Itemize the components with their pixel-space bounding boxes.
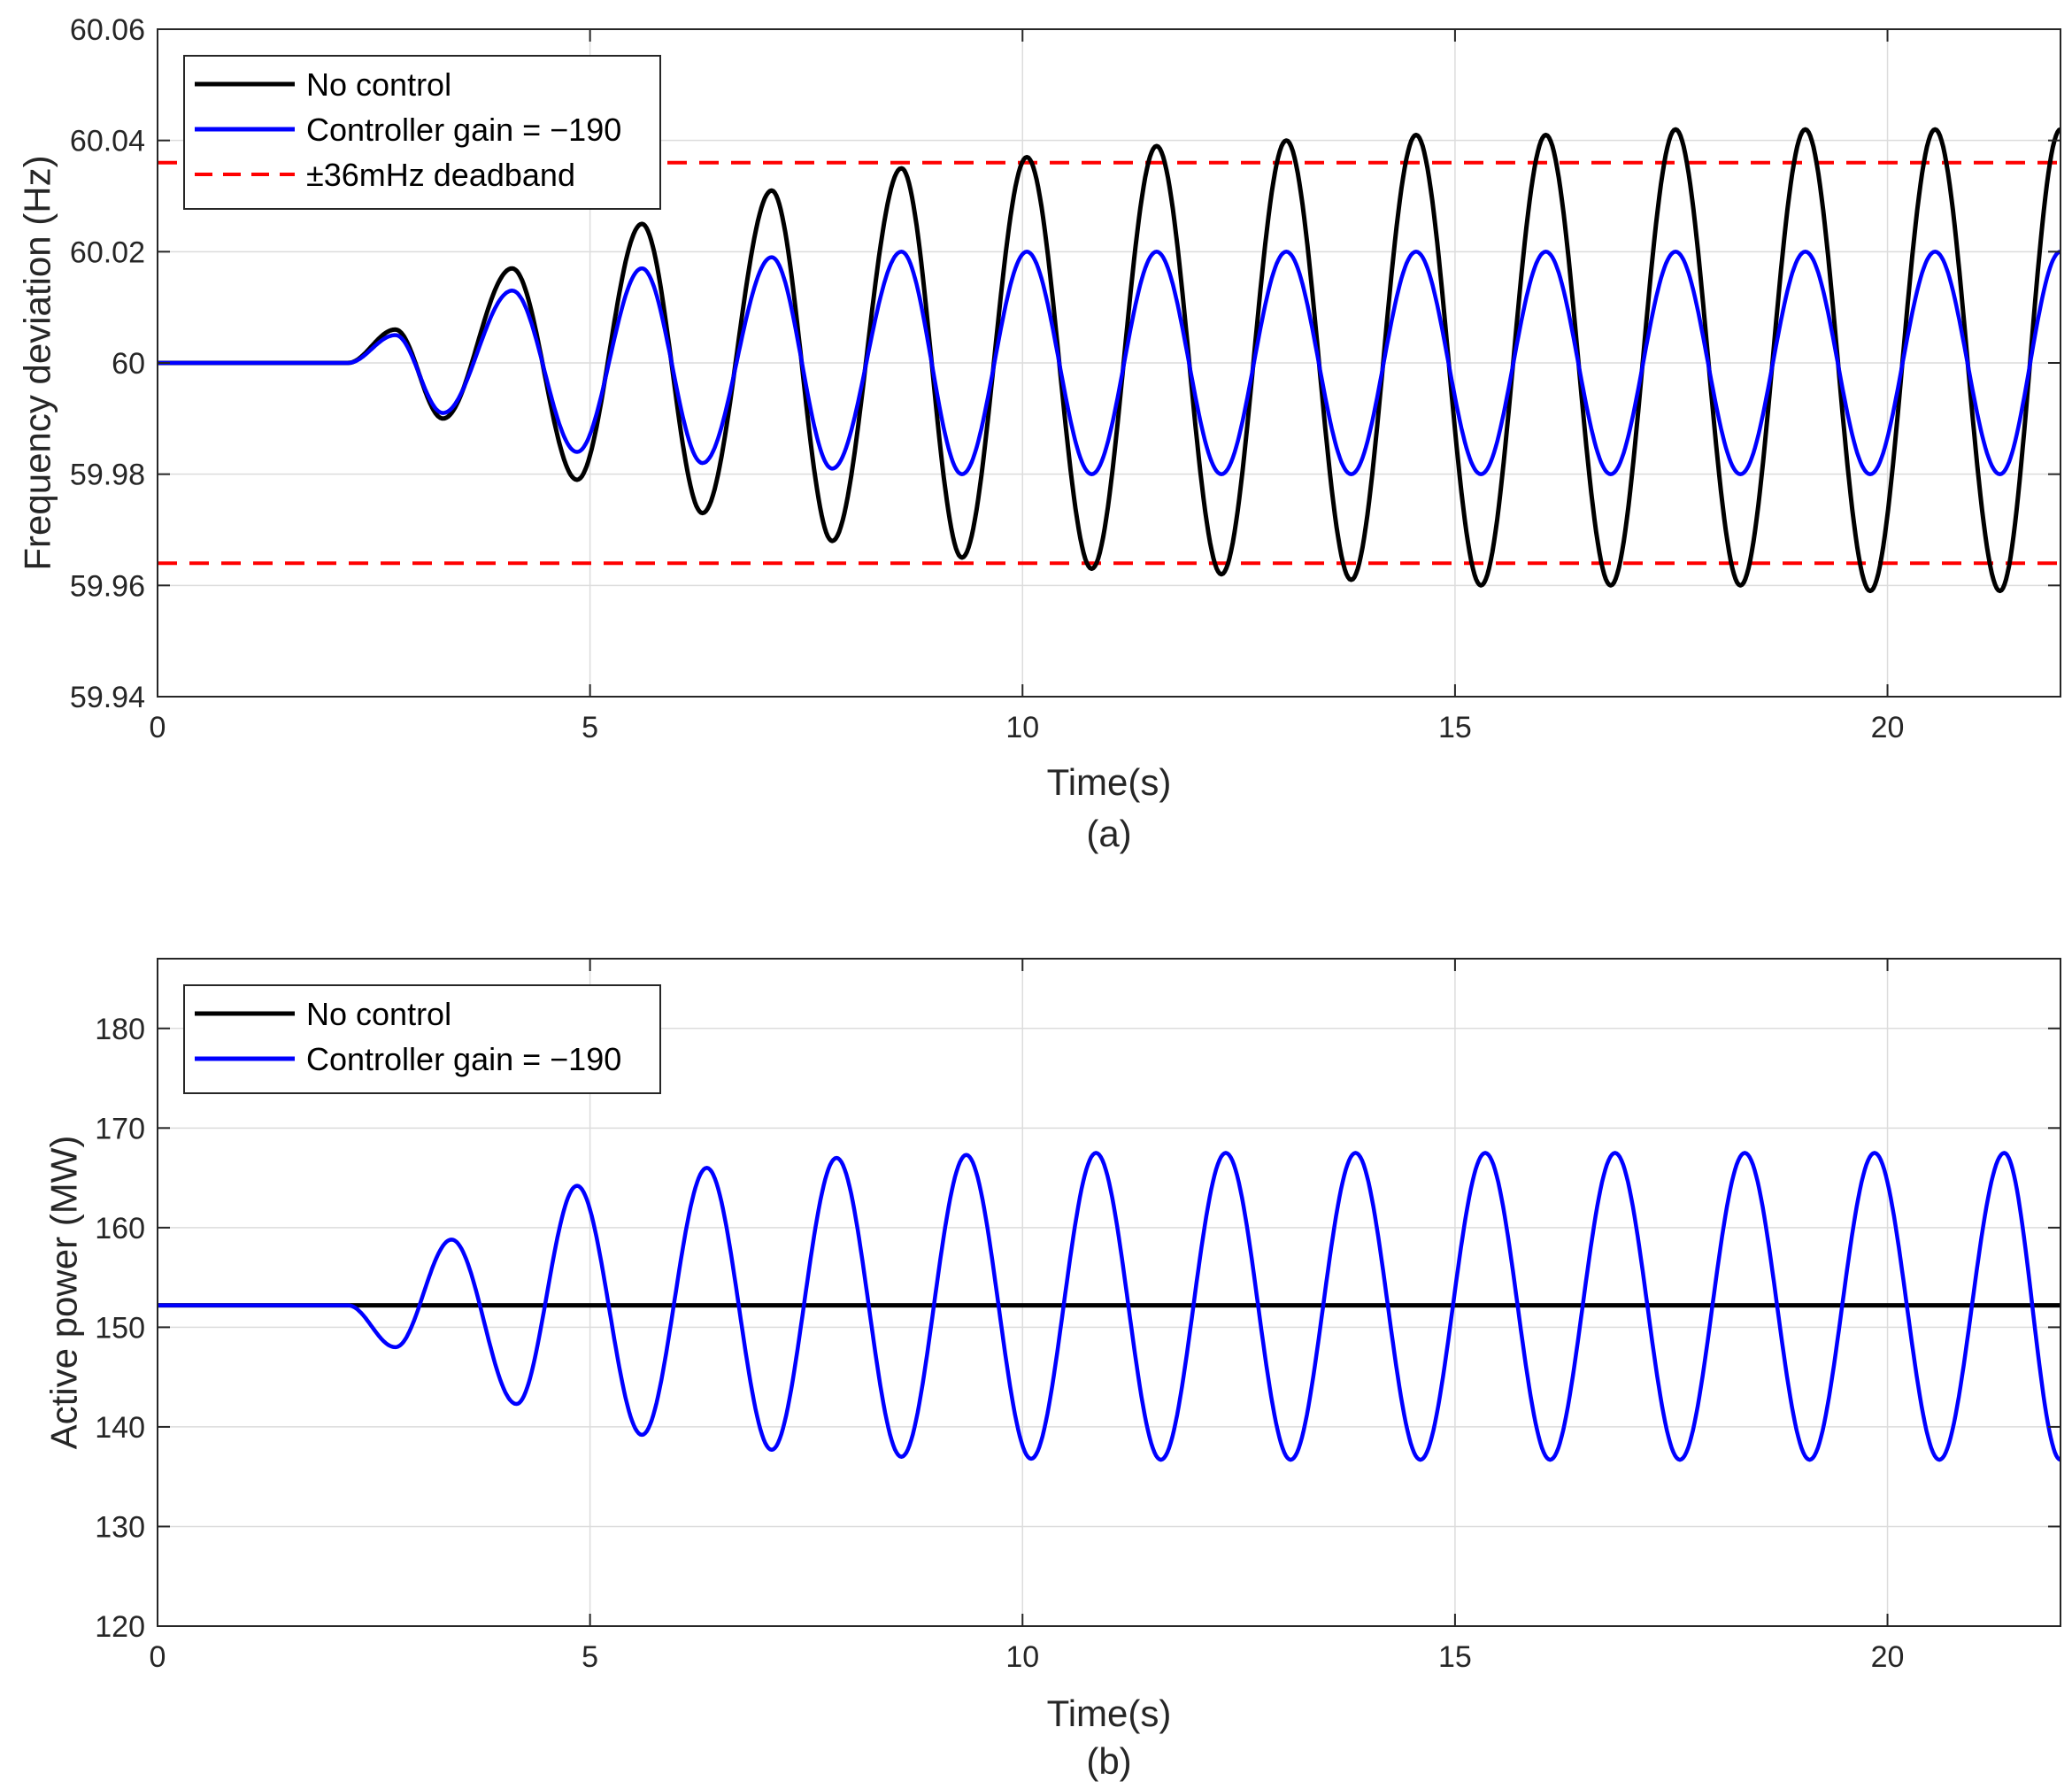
legend-label-b: No control [306, 996, 451, 1032]
y-tick-label-b: 120 [95, 1610, 145, 1644]
legend-box-a [183, 55, 661, 210]
y-tick-label-b: 140 [95, 1411, 145, 1445]
y-tick-label-a: 59.98 [70, 459, 145, 492]
legend-label-a: Controller gain = −190 [306, 112, 621, 148]
panel-b: 0 5 10 15 20 120 130 140 150 160 170 180 Time(s) Ac… [43, 958, 2061, 1782]
legend-label-b: Controller gain = −190 [306, 1041, 621, 1077]
series-controller-line-a [158, 250, 2060, 476]
x-tick-label-b: 20 [1871, 1640, 1905, 1674]
x-tick-label-a: 5 [582, 711, 598, 744]
y-tick-label-b: 150 [95, 1311, 145, 1345]
x-tick-label-a: 0 [150, 711, 166, 744]
y-axis-label-a: Frequency deviation (Hz) [17, 155, 58, 570]
legend-label-a: ±36mHz deadband [306, 157, 575, 193]
legend-b: No control Controller gain = −190 [183, 984, 661, 1094]
legend-label-a: No control [306, 66, 451, 103]
caption-b: (b) [1086, 1740, 1131, 1782]
y-tick-label-a: 60.06 [70, 13, 145, 47]
y-tick-label-a: 59.96 [70, 569, 145, 603]
x-tick-label-a: 10 [1005, 711, 1039, 744]
x-tick-label-b: 0 [150, 1640, 166, 1674]
x-tick-label-a: 20 [1871, 711, 1905, 744]
x-tick-label-b: 5 [582, 1640, 598, 1674]
panel-a: 0 5 10 15 20 59.94 59.96 59.98 60 60.02 60.04 60.06… [17, 13, 2061, 854]
y-tick-label-a: 59.94 [70, 681, 145, 714]
y-tick-label-a: 60.02 [70, 235, 145, 269]
x-tick-label-b: 10 [1005, 1640, 1039, 1674]
series-no-control-line-a [158, 127, 2060, 594]
y-tick-label-a: 60 [112, 347, 145, 381]
y-tick-label-b: 130 [95, 1510, 145, 1544]
legend-box-b [183, 984, 661, 1094]
x-axis-label-a: Time(s) [1047, 761, 1172, 803]
legend-a: No control Controller gain = −190 ±36mHz d… [183, 55, 661, 210]
y-tick-label-b: 170 [95, 1112, 145, 1145]
x-tick-label-b: 15 [1438, 1640, 1472, 1674]
x-axis-label-b: Time(s) [1047, 1693, 1172, 1734]
y-tick-label-b: 160 [95, 1212, 145, 1245]
y-tick-label-a: 60.04 [70, 125, 145, 158]
y-tick-label-b: 180 [95, 1013, 145, 1046]
series-controller-line-b [158, 1151, 2060, 1462]
y-axis-label-b: Active power (MW) [43, 1136, 85, 1450]
caption-a: (a) [1086, 813, 1131, 854]
x-tick-label-a: 15 [1438, 711, 1472, 744]
plot-frame-b [157, 958, 2061, 1627]
